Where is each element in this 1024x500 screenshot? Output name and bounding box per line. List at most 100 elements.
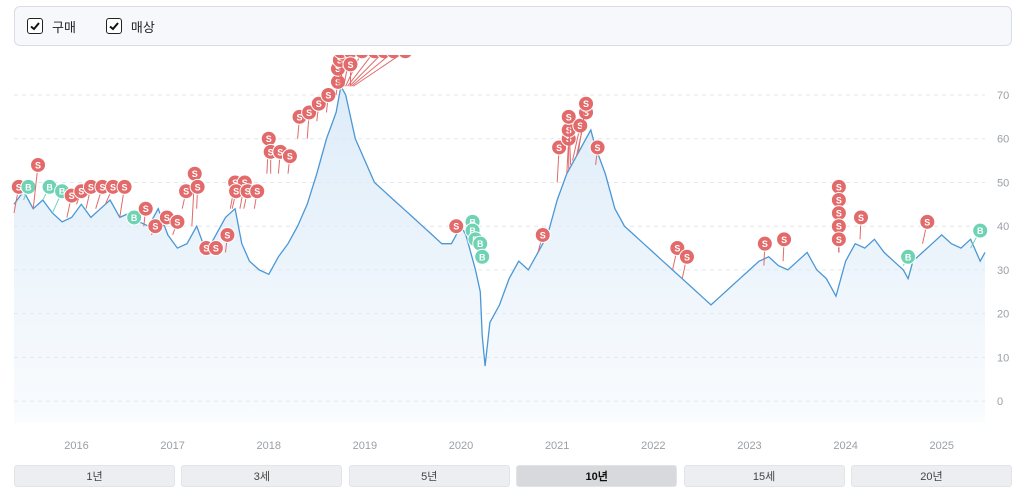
sell-marker [578, 95, 595, 112]
y-tick-label: 60 [997, 134, 1009, 146]
marker-label: S [684, 252, 690, 262]
sell-marker [116, 178, 133, 195]
marker-label: S [924, 217, 930, 227]
sell-marker [354, 55, 370, 60]
range-button-15y[interactable]: 15세 [683, 465, 845, 487]
buy-checkbox[interactable] [27, 18, 43, 34]
marker-label: S [16, 182, 22, 192]
sell-marker [342, 56, 359, 73]
sell-marker [756, 235, 773, 252]
marker-label: S [762, 239, 768, 249]
y-tick-label: 30 [997, 265, 1009, 277]
x-tick-label: 2024 [833, 440, 857, 452]
range-button-3y[interactable]: 3세 [181, 465, 343, 487]
marker-label: B [131, 213, 138, 223]
marker-label: S [566, 112, 572, 122]
sell-marker [560, 108, 577, 125]
marker-label: B [59, 187, 66, 197]
sell-marker [534, 226, 551, 243]
x-tick-label: 2025 [929, 440, 953, 452]
sell-marker [776, 231, 793, 248]
price-chart: 0 10 20 30 40 50 60 70 2016 2017 2018 2019 2020 2021 2… [10, 55, 1009, 452]
marker-label: S [245, 187, 251, 197]
range-button-10y[interactable]: 10년 [516, 465, 678, 487]
marker-label: S [453, 222, 459, 232]
sell-marker [137, 200, 154, 217]
marker-label: S [836, 182, 842, 192]
marker-label: S [152, 222, 158, 232]
marker-label: S [224, 230, 230, 240]
sell-marker [398, 55, 413, 60]
legend-label-buy: 구매 [52, 19, 76, 35]
marker-label: S [347, 55, 353, 57]
marker-label: S [122, 182, 128, 192]
sell-marker [147, 218, 164, 235]
legend-label-sell: 매상 [130, 19, 155, 35]
marker-label: S [540, 230, 546, 240]
marker-label: S [69, 191, 75, 201]
sell-checkbox[interactable] [105, 18, 122, 34]
marker-label: S [268, 147, 274, 157]
marker-label: S [583, 99, 589, 109]
marker-label: B [469, 217, 476, 227]
marker-label: S [99, 182, 105, 192]
sell-marker [219, 226, 236, 243]
x-tick-label: 2023 [737, 440, 761, 452]
legend-item-buy[interactable]: 구매 [27, 17, 76, 36]
marker-label: S [213, 244, 219, 254]
y-tick-label: 10 [997, 352, 1009, 364]
marker-leader [351, 55, 391, 87]
marker-label: S [325, 90, 331, 100]
sell-marker [589, 139, 606, 156]
price-area [14, 86, 985, 423]
price-line [13, 84, 986, 367]
marker-label: B [25, 182, 32, 192]
y-tick-label: 50 [997, 177, 1009, 189]
x-tick-label: 2021 [545, 440, 569, 452]
marker-label: S [359, 55, 365, 57]
marker-label: S [338, 55, 344, 57]
marker-label: S [566, 125, 572, 135]
marker-label: S [781, 235, 787, 245]
marker-label: S [195, 182, 201, 192]
marker-label: S [836, 209, 842, 219]
range-selector: 1년 3세 5년 10년 15세 20년 [14, 465, 1012, 487]
sell-marker [169, 213, 186, 230]
range-button-20y[interactable]: 20년 [850, 465, 1012, 487]
marker-label: S [110, 182, 116, 192]
marker-label: S [254, 187, 260, 197]
buy-marker [474, 248, 491, 265]
marker-label: S [277, 147, 283, 157]
marker-leader [349, 55, 382, 87]
marker-label: B [469, 226, 476, 236]
sell-marker [207, 240, 224, 257]
check-icon [30, 22, 40, 31]
x-tick-label: 2017 [160, 440, 184, 452]
marker-label: B [479, 252, 486, 262]
sell-marker [830, 231, 847, 248]
marker-label: S [335, 64, 341, 74]
range-button-1y[interactable]: 1년 [14, 465, 175, 487]
marker-label: B [977, 226, 984, 236]
sell-marker [281, 148, 298, 165]
y-tick-label: 20 [997, 309, 1009, 321]
marker-label: S [674, 244, 680, 254]
marker-label: S [242, 178, 248, 188]
marker-label: S [858, 213, 864, 223]
marker-label: B [905, 252, 912, 262]
marker-leader [568, 116, 572, 165]
legend-item-sell[interactable]: 매상 [105, 17, 155, 36]
marker-label: S [402, 55, 408, 57]
y-tick-label: 0 [997, 396, 1003, 408]
marker-label: S [35, 160, 41, 170]
range-button-5y[interactable]: 5년 [348, 465, 510, 487]
buy-marker [972, 222, 989, 239]
marker-label: S [836, 222, 842, 232]
marker-leader [353, 55, 401, 87]
sell-marker [919, 213, 936, 230]
buy-marker [900, 248, 917, 265]
marker-label: S [78, 187, 84, 197]
x-tick-label: 2019 [353, 440, 377, 452]
marker-label: S [556, 143, 562, 153]
marker-label: S [232, 178, 238, 188]
